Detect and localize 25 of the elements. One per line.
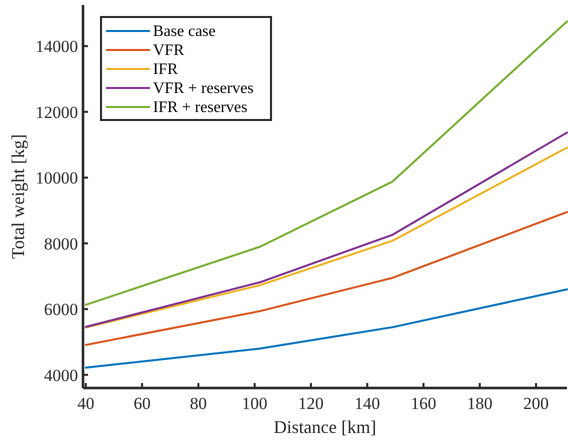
x-tick-label: 140 — [354, 394, 380, 413]
line-series — [84, 20, 568, 306]
x-tick-label: 80 — [190, 394, 207, 413]
y-tick-label: 4000 — [44, 366, 78, 385]
x-tick-label: 40 — [77, 394, 94, 413]
line-series — [84, 211, 568, 346]
x-tick-label: 120 — [298, 394, 324, 413]
legend-label: IFR + reserves — [153, 99, 248, 116]
line-series — [84, 288, 568, 369]
x-tick-label: 60 — [134, 394, 151, 413]
legend-label: Base case — [153, 23, 216, 40]
y-tick-label: 10000 — [36, 168, 78, 188]
y-tick-label: 6000 — [44, 300, 78, 320]
x-tick-label: 100 — [242, 394, 268, 413]
y-tick-label: 12000 — [36, 102, 78, 122]
y-tick-label: 14000 — [36, 37, 78, 56]
x-tick-label: 200 — [523, 394, 549, 413]
legend-label: VFR — [153, 42, 184, 59]
x-tick-label: 180 — [467, 394, 493, 413]
x-axis-title: Distance [km] — [274, 417, 376, 437]
y-axis-title: Total weight [kg] — [8, 134, 28, 259]
legend-label: IFR — [153, 61, 178, 78]
y-tick-label: 8000 — [44, 234, 78, 254]
x-tick-label: 160 — [410, 394, 436, 413]
legend-label: VFR + reserves — [153, 80, 254, 97]
